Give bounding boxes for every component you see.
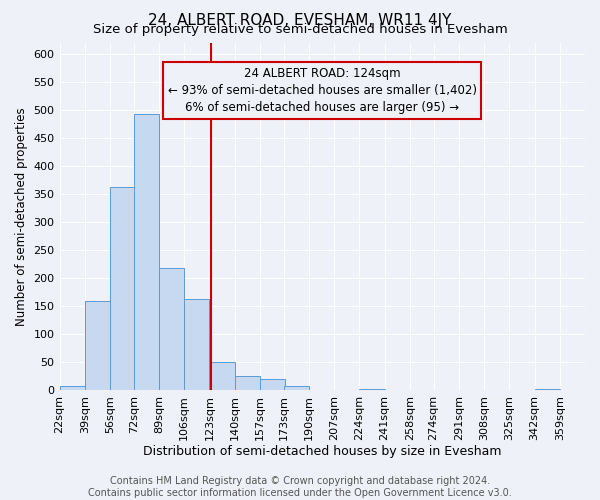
Bar [260, 379, 285, 390]
Bar [184, 299, 209, 390]
Text: Size of property relative to semi-detached houses in Evesham: Size of property relative to semi-detach… [92, 22, 508, 36]
Text: 24, ALBERT ROAD, EVESHAM, WR11 4JY: 24, ALBERT ROAD, EVESHAM, WR11 4JY [148, 12, 452, 28]
Bar [535, 388, 560, 390]
Bar [134, 114, 159, 390]
Bar [209, 362, 235, 390]
Bar [235, 376, 260, 390]
X-axis label: Distribution of semi-detached houses by size in Evesham: Distribution of semi-detached houses by … [143, 444, 502, 458]
Y-axis label: Number of semi-detached properties: Number of semi-detached properties [15, 107, 28, 326]
Bar [85, 300, 110, 390]
Bar [110, 187, 135, 390]
Bar [59, 386, 85, 390]
Bar [359, 388, 385, 390]
Bar [159, 268, 184, 390]
Text: Contains HM Land Registry data © Crown copyright and database right 2024.
Contai: Contains HM Land Registry data © Crown c… [88, 476, 512, 498]
Bar [284, 386, 309, 390]
Text: 24 ALBERT ROAD: 124sqm
← 93% of semi-detached houses are smaller (1,402)
6% of s: 24 ALBERT ROAD: 124sqm ← 93% of semi-det… [168, 67, 477, 114]
